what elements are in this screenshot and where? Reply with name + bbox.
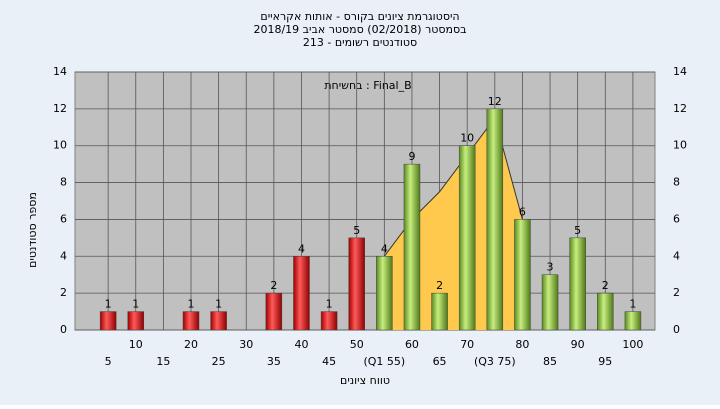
- bar: [182, 311, 200, 331]
- y-tick-label: 0: [60, 323, 67, 336]
- bar: [320, 311, 338, 331]
- bar-label: 6: [519, 205, 526, 218]
- bar: [514, 219, 531, 331]
- x-tick-label: 10: [129, 338, 143, 351]
- bar: [293, 256, 310, 331]
- y-tick-label: 8: [60, 176, 67, 189]
- x-tick-label: 90: [571, 338, 585, 351]
- bar-label: 1: [105, 298, 112, 311]
- title-line: היסטוגרמת ציונים בקורס - אותות אקראיים: [260, 10, 459, 23]
- bar: [597, 292, 614, 331]
- x-tick-label: 5: [105, 355, 112, 368]
- bar: [431, 292, 448, 331]
- bar-label: 1: [215, 298, 222, 311]
- bar-label: 1: [132, 298, 139, 311]
- y-axis-label: מספר סטודנטים: [26, 192, 39, 268]
- x-tick-label: 45: [322, 355, 336, 368]
- bar: [458, 145, 476, 331]
- bar-label: 3: [547, 261, 554, 274]
- x-tick-label: 20: [184, 338, 198, 351]
- y2-tick-label: 2: [673, 286, 680, 299]
- bar: [624, 311, 642, 331]
- y-tick-label: 14: [53, 65, 67, 78]
- y2-tick-label: 6: [673, 212, 680, 225]
- y2-tick-label: 14: [673, 65, 687, 78]
- x-tick-label: 95: [598, 355, 612, 368]
- x-tick-label: 65: [433, 355, 447, 368]
- bar-label: 4: [381, 242, 388, 255]
- y2-tick-label: 8: [673, 176, 680, 189]
- bar: [99, 311, 117, 331]
- title-line: סטודנטים רשומים - 213: [303, 36, 417, 49]
- x-tick-label: 60: [405, 338, 419, 351]
- x-tick-label: 50: [350, 338, 364, 351]
- y-tick-label: 12: [53, 102, 67, 115]
- bar-label: 1: [326, 298, 333, 311]
- x-tick-label: 40: [294, 338, 308, 351]
- bar: [486, 108, 504, 331]
- title-line: בסמסטר (02/2018) סמסטר אביב 2018/19: [253, 23, 466, 36]
- x-tick-label: 25: [212, 355, 226, 368]
- bar: [569, 237, 586, 331]
- bar-label: 1: [188, 298, 195, 311]
- y2-tick-label: 4: [673, 249, 680, 262]
- x-tick-label: 80: [515, 338, 529, 351]
- x-tick-label: 70: [460, 338, 474, 351]
- bar: [265, 292, 283, 331]
- y2-tick-label: 10: [673, 139, 687, 152]
- y2-tick-label: 0: [673, 323, 680, 336]
- bar: [127, 311, 145, 331]
- bar-label: 4: [298, 242, 305, 255]
- x-tick-label: 85: [543, 355, 557, 368]
- x-tick-label: (Q1 55): [363, 355, 405, 368]
- y-tick-label: 2: [60, 286, 67, 299]
- x-tick-label: 35: [267, 355, 281, 368]
- x-tick-label: (Q3 75): [474, 355, 516, 368]
- bar-label: 5: [353, 224, 360, 237]
- y-tick-label: 10: [53, 139, 67, 152]
- plot-area: [74, 71, 656, 331]
- bar: [541, 274, 559, 331]
- x-axis-label: טווח ציונים: [340, 374, 390, 387]
- bar: [210, 311, 227, 331]
- bar-label: 2: [436, 279, 443, 292]
- bar-label: 1: [629, 298, 636, 311]
- bar-label: 2: [602, 279, 609, 292]
- bar-label: 12: [488, 95, 502, 108]
- y-tick-label: 4: [60, 249, 67, 262]
- x-tick-label: 100: [622, 338, 643, 351]
- bar: [403, 163, 421, 331]
- bar-label: 10: [460, 132, 474, 145]
- bar-label: 5: [574, 224, 581, 237]
- y-tick-label: 6: [60, 212, 67, 225]
- x-tick-label: 30: [239, 338, 253, 351]
- bar: [376, 256, 393, 331]
- x-tick-label: 15: [156, 355, 170, 368]
- bar-label: 2: [270, 279, 277, 292]
- bar-label: 9: [408, 150, 415, 163]
- bar: [348, 237, 365, 331]
- y2-tick-label: 12: [673, 102, 687, 115]
- annotation: בחשיחת : Final_B: [324, 79, 411, 92]
